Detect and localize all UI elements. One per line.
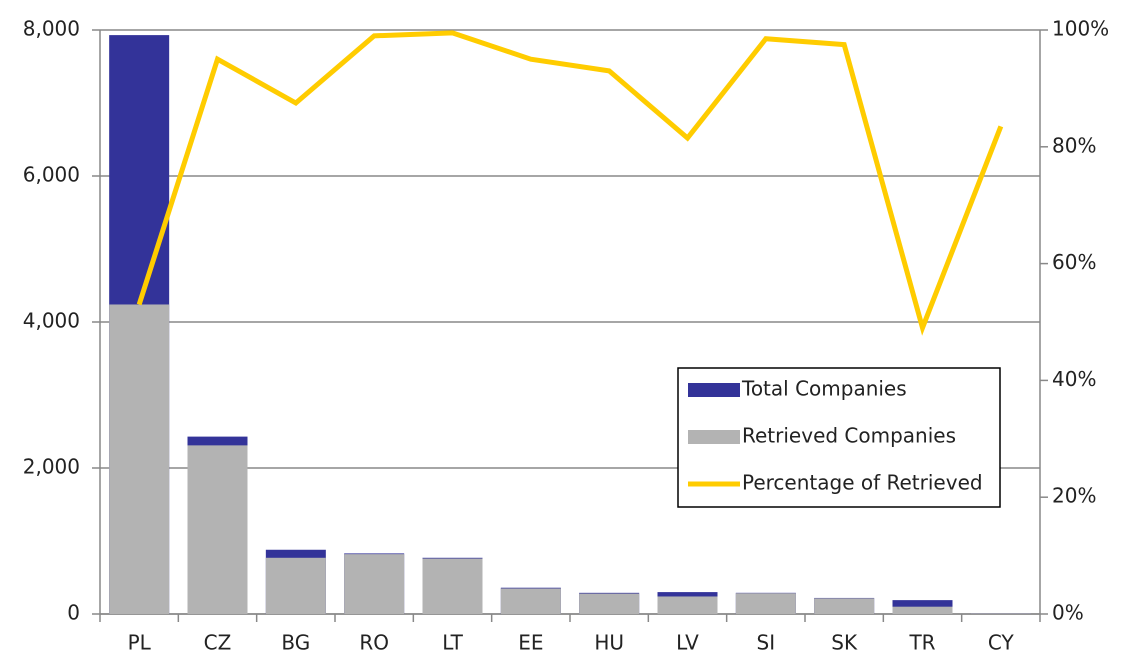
y2-tick-label: 60% <box>1052 250 1096 274</box>
legend-label: Percentage of Retrieved <box>742 471 983 495</box>
bar <box>265 557 326 614</box>
x-tick-label: SK <box>831 631 858 655</box>
y2-tick-label: 0% <box>1052 601 1084 625</box>
y2-tick-label: 100% <box>1052 17 1109 41</box>
legend-swatch <box>688 430 740 444</box>
legend-label: Retrieved Companies <box>742 424 956 448</box>
bar <box>422 558 483 614</box>
y-tick-label: 4,000 <box>23 309 80 333</box>
x-tick-label: BG <box>281 631 310 655</box>
x-tick-label: CY <box>988 631 1015 655</box>
x-tick-label: EE <box>518 631 543 655</box>
bar <box>892 606 953 614</box>
bar <box>187 445 248 614</box>
bar <box>579 593 640 614</box>
bar <box>344 554 405 614</box>
y-tick-label: 2,000 <box>23 455 80 479</box>
legend-swatch <box>688 383 740 397</box>
bar <box>109 304 170 614</box>
x-tick-label: RO <box>359 631 389 655</box>
bar <box>814 598 875 614</box>
bar <box>735 593 796 614</box>
bar <box>657 596 718 614</box>
x-tick-label: SI <box>757 631 776 655</box>
x-tick-label: HU <box>594 631 624 655</box>
y2-tick-label: 40% <box>1052 367 1096 391</box>
x-tick-label: LT <box>442 631 463 655</box>
legend: Total Companies Retrieved Companies Percen… <box>677 367 1001 508</box>
x-tick-label: TR <box>908 631 935 655</box>
x-tick-label: CZ <box>204 631 232 655</box>
y-tick-label: 0 <box>67 601 80 625</box>
x-tick-label: LV <box>676 631 699 655</box>
line <box>136 30 1004 336</box>
y2-tick-label: 80% <box>1052 133 1096 157</box>
legend-label: Total Companies <box>741 377 907 401</box>
x-tick-label: PL <box>128 631 152 655</box>
bar <box>500 588 561 614</box>
y-tick-label: 6,000 <box>23 163 80 187</box>
y-tick-label: 8,000 <box>23 17 80 41</box>
y2-tick-label: 20% <box>1052 484 1096 508</box>
